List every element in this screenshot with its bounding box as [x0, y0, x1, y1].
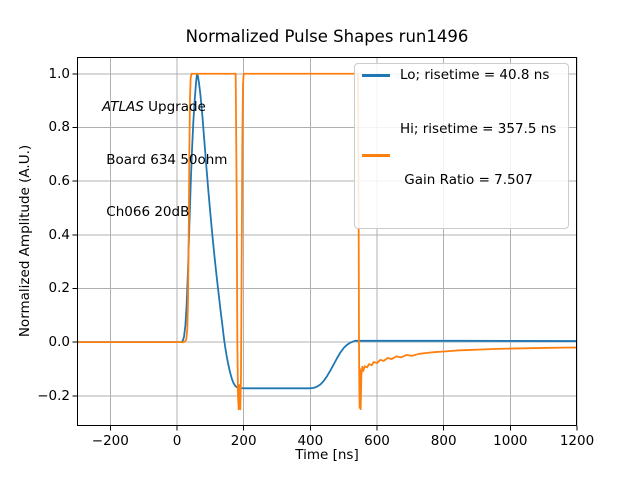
y-tick-label: 0.8	[48, 119, 70, 136]
x-tick-label: −200	[91, 433, 129, 449]
x-tick-label: 0	[172, 433, 182, 449]
annotation-atlas: ATLAS	[102, 99, 144, 115]
annotation-line-1: ATLAS Upgrade	[102, 99, 227, 117]
legend: Lo; risetime = 40.8 ns Hi; risetime = 35…	[354, 63, 569, 229]
annotation-upgrade: Upgrade	[143, 99, 206, 115]
legend-swatch-hi	[362, 153, 390, 157]
y-tick-label: 0.4	[48, 226, 70, 243]
legend-entry-hi: Hi; risetime = 357.5 ns Gain Ratio = 7.5…	[362, 87, 562, 223]
legend-swatch-lo	[362, 74, 390, 77]
x-tick-label: 1200	[559, 433, 595, 449]
tick-marks	[72, 73, 578, 431]
x-tick-label: 800	[430, 433, 457, 449]
x-tick-label: 600	[364, 433, 390, 449]
x-tick-label: 400	[297, 433, 324, 449]
axes-spines	[77, 57, 577, 426]
x-axis-label: Time [ns]	[295, 447, 359, 463]
x-tick-label: 1000	[493, 433, 528, 449]
chart-title: Normalized Pulse Shapes run1496	[185, 27, 469, 46]
x-tick-label: 200	[230, 433, 257, 449]
annotation-line-2: Board 634 50ohm	[102, 151, 228, 168]
legend-label-hi-line2: Gain Ratio = 7.507	[400, 172, 533, 188]
legend-entry-lo: Lo; risetime = 40.8 ns	[362, 67, 562, 84]
y-tick-label: 0.2	[48, 280, 70, 297]
annotation-line-3: Ch066 20dB	[102, 204, 190, 220]
y-tick-label: −0.2	[37, 387, 70, 404]
y-tick-label: 1.0	[48, 65, 70, 82]
hi-curve	[77, 72, 577, 411]
y-tick-label: 0.6	[48, 173, 70, 190]
legend-label-lo: Lo; risetime = 40.8 ns	[400, 67, 550, 83]
legend-label-hi-line1: Hi; risetime = 357.5 ns	[400, 121, 557, 137]
lo-curve	[77, 72, 577, 390]
legend-label-hi: Hi; risetime = 357.5 ns Gain Ratio = 7.5…	[400, 87, 556, 223]
plot-annotation: ATLAS Upgrade Board 634 50ohm Ch066 20dB	[102, 64, 227, 257]
y-tick-label: 0.0	[48, 334, 70, 351]
